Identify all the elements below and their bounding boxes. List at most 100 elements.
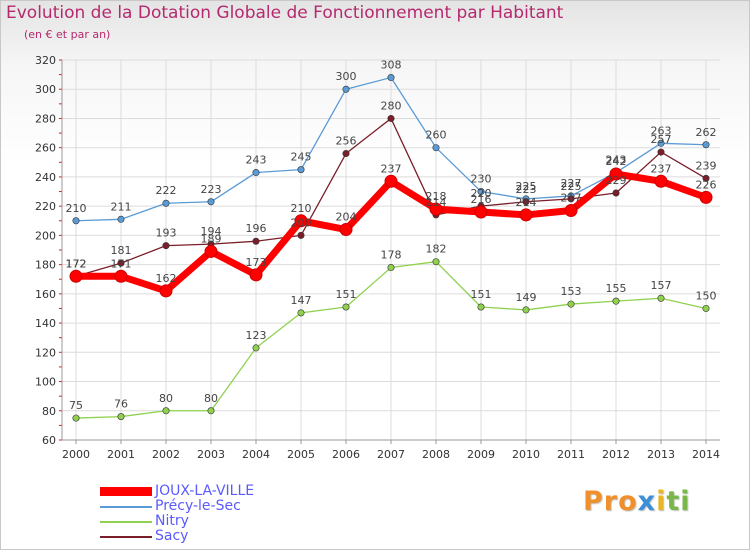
data-point-pr-cy-le-sec xyxy=(72,217,80,225)
data-label-sacy: 220 xyxy=(471,187,492,200)
data-label-nitry: 153 xyxy=(561,285,582,298)
data-label-nitry: 150 xyxy=(696,289,717,302)
data-label-pr-cy-le-sec: 260 xyxy=(426,129,447,142)
y-tick-label: 100 xyxy=(35,376,56,389)
x-tick-label: 2001 xyxy=(107,448,135,461)
legend-label-joux-la-ville: JOUX-LA-VILLE xyxy=(155,483,255,499)
data-label-pr-cy-le-sec: 222 xyxy=(156,184,177,197)
data-point-sacy xyxy=(297,231,305,239)
x-tick-label: 2013 xyxy=(647,448,675,461)
logo-part-4: ti xyxy=(666,486,691,517)
data-label-sacy: 223 xyxy=(516,183,537,196)
data-point-joux-la-ville xyxy=(429,202,443,216)
data-point-pr-cy-le-sec xyxy=(252,169,260,177)
data-point-joux-la-ville xyxy=(159,284,173,298)
data-point-sacy xyxy=(387,114,395,122)
data-label-nitry: 157 xyxy=(651,279,672,292)
legend-label-pr-cy-le-sec: Précy-le-Sec xyxy=(155,498,241,514)
data-point-joux-la-ville xyxy=(69,269,83,283)
data-point-sacy xyxy=(252,237,260,245)
data-point-joux-la-ville xyxy=(294,214,308,228)
x-tick-label: 2014 xyxy=(692,448,720,461)
data-label-sacy: 256 xyxy=(336,135,357,148)
x-tick-label: 2002 xyxy=(152,448,180,461)
data-label-pr-cy-le-sec: 225 xyxy=(516,180,537,193)
data-label-nitry: 155 xyxy=(606,282,627,295)
data-label-joux-la-ville: 210 xyxy=(291,202,312,215)
data-label-pr-cy-le-sec: 227 xyxy=(561,177,582,190)
data-point-pr-cy-le-sec xyxy=(117,215,125,223)
data-label-pr-cy-le-sec: 308 xyxy=(381,59,402,72)
legend-swatch-joux-la-ville xyxy=(100,487,152,496)
y-tick-label: 180 xyxy=(35,259,56,272)
data-label-joux-la-ville: 171 xyxy=(111,257,132,270)
x-tick-label: 2008 xyxy=(422,448,450,461)
x-tick-label: 2010 xyxy=(512,448,540,461)
y-tick-label: 140 xyxy=(35,317,56,330)
y-tick-label: 60 xyxy=(42,434,56,447)
y-tick-label: 240 xyxy=(35,171,56,184)
data-label-pr-cy-le-sec: 210 xyxy=(66,202,87,215)
data-label-nitry: 182 xyxy=(426,243,447,256)
data-point-sacy xyxy=(117,259,125,267)
x-tick-label: 2005 xyxy=(287,448,315,461)
data-label-joux-la-ville: 162 xyxy=(156,272,177,285)
data-label-sacy: 193 xyxy=(156,227,177,240)
data-point-nitry xyxy=(252,344,260,352)
data-label-pr-cy-le-sec: 223 xyxy=(201,183,222,196)
data-point-nitry xyxy=(117,413,125,421)
data-label-pr-cy-le-sec: 262 xyxy=(696,126,717,139)
data-label-pr-cy-le-sec: 263 xyxy=(651,124,672,137)
data-point-nitry xyxy=(567,300,575,308)
data-point-pr-cy-le-sec xyxy=(162,199,170,207)
data-label-nitry: 149 xyxy=(516,291,537,304)
data-point-joux-la-ville xyxy=(384,174,398,188)
data-label-pr-cy-le-sec: 245 xyxy=(291,151,312,164)
data-label-nitry: 80 xyxy=(204,392,218,405)
logo-part-1: Pro xyxy=(583,486,638,517)
data-label-joux-la-ville: 216 xyxy=(471,193,492,206)
data-label-nitry: 80 xyxy=(159,392,173,405)
x-tick-label: 2009 xyxy=(467,448,495,461)
data-point-pr-cy-le-sec xyxy=(477,188,485,196)
data-label-sacy: 181 xyxy=(111,244,132,257)
legend-swatch-nitry xyxy=(100,521,152,523)
data-point-nitry xyxy=(162,407,170,415)
x-tick-label: 2012 xyxy=(602,448,630,461)
data-point-pr-cy-le-sec xyxy=(207,198,215,206)
y-tick-label: 280 xyxy=(35,112,56,125)
data-label-sacy: 257 xyxy=(651,133,672,146)
data-label-joux-la-ville: 218 xyxy=(426,190,447,203)
data-label-sacy: 239 xyxy=(696,159,717,172)
data-point-pr-cy-le-sec xyxy=(657,139,665,147)
data-point-sacy xyxy=(162,242,170,250)
data-point-joux-la-ville xyxy=(564,204,578,218)
data-point-joux-la-ville xyxy=(249,268,263,282)
x-tick-label: 2003 xyxy=(197,448,225,461)
y-tick-label: 260 xyxy=(35,142,56,155)
y-tick-label: 200 xyxy=(35,229,56,242)
y-tick-label: 220 xyxy=(35,200,56,213)
data-label-sacy: 225 xyxy=(561,180,582,193)
data-point-pr-cy-le-sec xyxy=(342,85,350,93)
data-label-joux-la-ville: 217 xyxy=(561,192,582,205)
data-point-joux-la-ville xyxy=(339,223,353,237)
data-label-pr-cy-le-sec: 211 xyxy=(111,200,132,213)
legend-label-sacy: Sacy xyxy=(155,528,189,544)
data-label-sacy: 200 xyxy=(291,216,312,229)
data-point-joux-la-ville xyxy=(519,208,533,222)
data-point-joux-la-ville xyxy=(609,167,623,181)
data-label-nitry: 123 xyxy=(246,329,267,342)
data-label-nitry: 76 xyxy=(114,398,128,411)
y-tick-label: 80 xyxy=(42,405,56,418)
legend-swatch-pr-cy-le-sec xyxy=(100,506,152,508)
data-point-pr-cy-le-sec xyxy=(387,74,395,82)
data-label-nitry: 147 xyxy=(291,294,312,307)
x-tick-label: 2004 xyxy=(242,448,270,461)
data-label-sacy: 280 xyxy=(381,99,402,112)
x-tick-label: 2007 xyxy=(377,448,405,461)
data-point-joux-la-ville xyxy=(474,205,488,219)
data-point-nitry xyxy=(477,303,485,311)
data-point-nitry xyxy=(522,306,530,314)
